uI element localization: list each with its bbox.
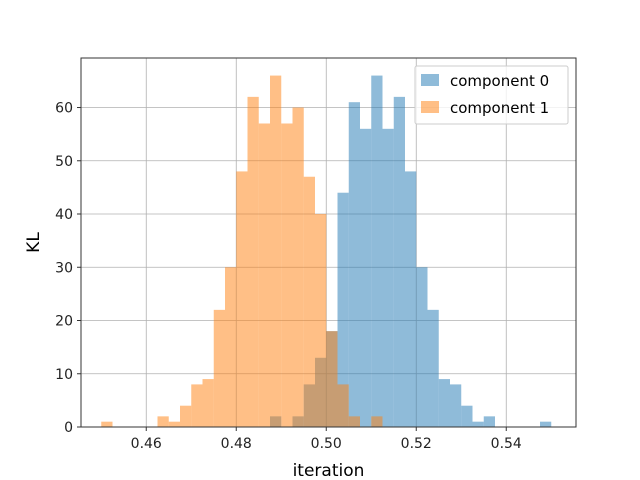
y-tick-label: 40: [55, 207, 73, 223]
histogram-bar: [438, 379, 450, 427]
y-tick-label: 60: [55, 101, 73, 117]
histogram-bar: [247, 96, 259, 428]
histogram-bar: [101, 421, 113, 427]
histogram-bar: [236, 171, 248, 427]
histogram-bar: [427, 309, 439, 427]
x-tick-label: 0.54: [491, 436, 522, 452]
legend-box: [414, 65, 569, 125]
histogram-bar: [168, 421, 180, 427]
y-axis-label: KL: [24, 232, 44, 253]
histogram-bar: [315, 214, 327, 427]
histogram-bar: [416, 267, 428, 427]
histogram-bar: [348, 102, 360, 428]
y-tick-label: 20: [55, 314, 73, 330]
histogram-bar: [405, 171, 417, 427]
histogram-bar: [348, 416, 360, 427]
histogram-bar: [281, 123, 293, 428]
legend: component 0 component 1: [414, 65, 569, 125]
histogram-bar: [483, 416, 495, 427]
histogram-bar: [180, 405, 192, 427]
histogram-bar: [270, 75, 282, 428]
histogram-bar: [303, 176, 315, 427]
x-axis-label: iteration: [293, 461, 365, 480]
x-tick-label: 0.48: [221, 436, 252, 452]
x-tick-label: 0.52: [401, 436, 432, 452]
legend-label-component-0: component 0: [450, 72, 549, 90]
legend-label-component-1: component 1: [450, 99, 549, 117]
histogram-bar: [371, 416, 383, 427]
histogram-bar: [157, 416, 169, 427]
histogram-bar: [337, 384, 349, 427]
histogram-bar: [371, 75, 383, 428]
y-tick-label: 50: [55, 154, 73, 170]
histogram-bar: [540, 421, 552, 427]
histogram-bar: [191, 384, 203, 427]
histogram-bar: [393, 96, 405, 428]
histogram-bar: [337, 192, 349, 427]
legend-swatch-component-1: [421, 101, 439, 113]
histogram-bar: [258, 123, 270, 428]
y-tick-label: 10: [55, 367, 73, 383]
histogram-bar: [202, 379, 214, 427]
histogram-bar: [450, 384, 462, 427]
histogram-bar: [225, 267, 237, 427]
series-component-1: [101, 75, 383, 428]
histogram-bar: [213, 309, 225, 427]
axes-frame: [80, 57, 577, 428]
legend-swatch-component-0: [421, 74, 439, 86]
histogram-bar: [472, 421, 484, 427]
y-tick-label: 30: [55, 260, 73, 276]
histogram-bar: [292, 107, 304, 428]
histogram-bar: [326, 331, 338, 427]
histogram-bar: [461, 405, 473, 427]
y-tick-label: 0: [64, 420, 73, 436]
x-tick-label: 0.50: [311, 436, 342, 452]
x-tick-label: 0.46: [131, 436, 162, 452]
histogram-bar: [382, 128, 394, 427]
plot-area: 0.46 0.48 0.50 0.52 0.54 0 10 20 30 40 50 60: [55, 57, 577, 452]
histogram-bar: [360, 128, 372, 427]
